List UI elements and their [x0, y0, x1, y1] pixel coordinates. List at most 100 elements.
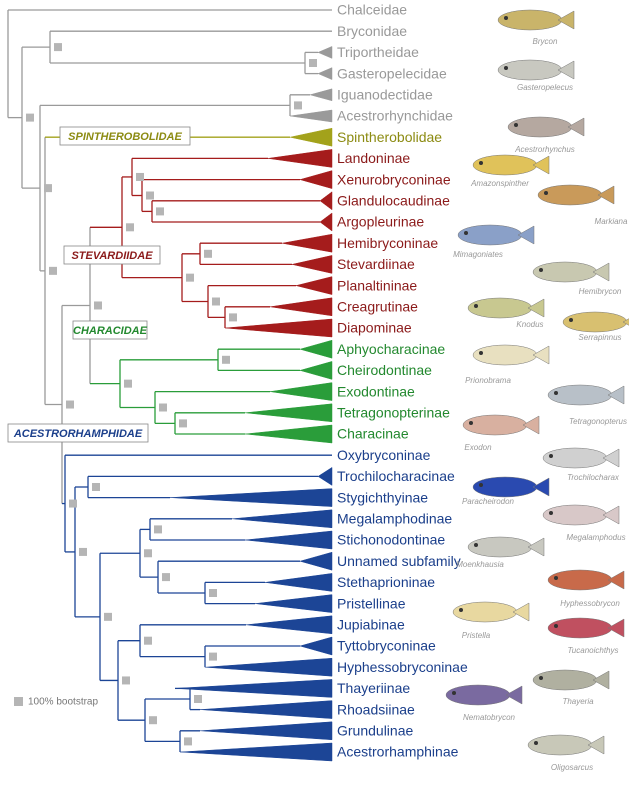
fish-eye: [464, 231, 468, 235]
fish-eye: [534, 741, 538, 745]
family-box: [7, 423, 149, 443]
taxon-label: Triportheidae: [337, 44, 419, 60]
fish-tail: [557, 10, 575, 30]
clade-triangle: [179, 742, 333, 762]
taxon-label: Gasteropelecidae: [337, 65, 447, 81]
fish-body: [537, 184, 603, 206]
fish-tail: [505, 685, 523, 705]
fish-tail: [532, 155, 550, 175]
fish-eye: [549, 511, 553, 515]
taxon-label: Trochilocharacinae: [337, 468, 455, 484]
fish-eye: [514, 123, 518, 127]
fish-tail: [557, 60, 575, 80]
fish-eye: [474, 543, 478, 547]
bootstrap-square: [126, 223, 134, 232]
fish-body: [445, 684, 511, 706]
clade-triangle: [299, 636, 333, 656]
clade-triangle: [289, 127, 333, 147]
bootstrap-square: [49, 266, 57, 275]
fish-tail: [512, 602, 530, 622]
clade-triangle: [299, 170, 333, 189]
fish-caption: Hemibrycon: [579, 287, 622, 296]
fish-body: [457, 224, 523, 246]
fish-body: [532, 261, 598, 283]
fish-body: [542, 504, 608, 526]
fish-eye: [569, 318, 573, 322]
fish-eye: [469, 421, 473, 425]
bootstrap-square: [94, 301, 102, 310]
fish-tail: [607, 618, 625, 638]
bootstrap-square: [79, 547, 87, 556]
taxon-label: Exodontinae: [337, 383, 415, 399]
family-box: [63, 245, 161, 265]
fish-caption: Knodus: [516, 320, 543, 329]
bootstrap-square: [222, 355, 230, 364]
fish-caption: Moenkhausia: [456, 560, 504, 569]
fish-caption: Nematobrycon: [463, 713, 516, 722]
fish-caption: Tucanoichthys: [568, 646, 619, 655]
fish-tail: [607, 385, 625, 405]
taxon-label: Landoninae: [337, 150, 410, 166]
fish-eye: [479, 161, 483, 165]
fish-eye: [459, 608, 463, 612]
clade-triangle: [317, 466, 333, 486]
taxon-label: Spintherobolidae: [337, 129, 442, 145]
bootstrap-square: [229, 313, 237, 322]
fish-caption: Paracheirodon: [462, 497, 515, 506]
clade-triangle: [244, 530, 333, 550]
clade-triangle: [317, 46, 333, 59]
fish-body: [527, 734, 593, 756]
bootstrap-square: [149, 716, 157, 725]
fish-eye: [504, 66, 508, 70]
bootstrap-square: [212, 297, 220, 306]
fish-body: [497, 9, 563, 31]
bootstrap-square: [294, 101, 302, 110]
clade-triangle: [291, 255, 333, 274]
clade-triangle: [224, 318, 333, 338]
clade-triangle: [244, 403, 333, 423]
taxon-label: Xenurobryconinae: [337, 171, 451, 187]
clade-triangle: [295, 276, 333, 295]
fish-eye: [479, 351, 483, 355]
fish-tail: [567, 117, 585, 137]
fish-tail: [622, 318, 629, 326]
bootstrap-square: [69, 499, 77, 508]
taxon-label: Stethaprioninae: [337, 574, 435, 590]
clade-triangle: [289, 109, 333, 123]
fish-caption: Thayeria: [562, 697, 594, 706]
fish-tail: [532, 477, 550, 497]
fish-body: [472, 476, 538, 498]
clade-triangle: [199, 700, 333, 719]
taxon-label: Iguanodectidae: [337, 87, 433, 103]
fish-caption: Trochilocharax: [567, 473, 620, 482]
bootstrap-square: [44, 184, 52, 193]
legend-label: 100% bootstrap: [28, 697, 98, 708]
fish-eye: [539, 268, 543, 272]
clade-triangle: [254, 594, 333, 613]
clade-triangle: [319, 212, 333, 232]
taxon-label: Oxybryconinae: [337, 447, 431, 463]
fish-caption: Pristella: [462, 631, 491, 640]
clade-triangle: [245, 615, 333, 635]
fish-tail: [527, 298, 545, 318]
fish-eye: [452, 691, 456, 695]
clade-triangle: [281, 233, 333, 253]
clade-triangle: [267, 149, 333, 168]
fish-tail: [527, 537, 545, 557]
taxon-label: Tetragonopterinae: [337, 405, 450, 421]
bootstrap-square: [92, 483, 100, 491]
fish-eye: [544, 191, 548, 195]
taxon-label: Aphyocharacinae: [337, 341, 445, 357]
taxon-label: Tyttobryconinae: [337, 638, 436, 654]
bootstrap-square: [144, 549, 152, 558]
taxon-label: Pristellinae: [337, 595, 406, 611]
taxon-label: Stygichthyinae: [337, 489, 428, 505]
fish-caption: Megalamphodus: [566, 533, 625, 542]
fish-caption: Mimagoniates: [453, 250, 503, 259]
fish-body: [507, 116, 573, 138]
bootstrap-square: [124, 379, 132, 388]
fish-body: [472, 344, 538, 366]
clade-triangle: [244, 424, 333, 444]
taxon-label: Grundulinae: [337, 723, 413, 739]
fish-eye: [549, 454, 553, 458]
